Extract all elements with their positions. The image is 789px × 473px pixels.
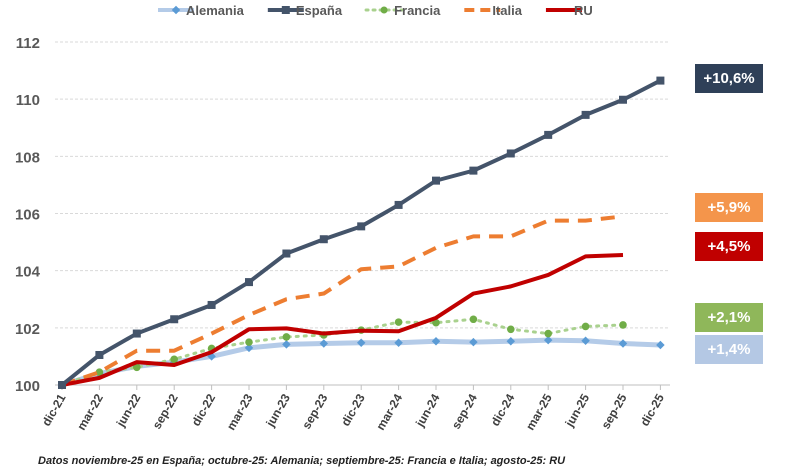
change-badge: +4,5% xyxy=(695,232,763,261)
series-francia xyxy=(58,315,627,389)
data-point xyxy=(357,222,366,231)
data-point xyxy=(469,337,478,347)
footnote: Datos noviembre-25 en España; octubre-25… xyxy=(38,455,566,467)
x-tick-label: dic-24 xyxy=(488,391,518,428)
data-point xyxy=(507,325,515,334)
data-point xyxy=(394,318,403,326)
legend-label: España xyxy=(296,3,343,18)
data-point xyxy=(245,278,253,287)
data-point xyxy=(282,249,291,258)
x-tick-label: jun-23 xyxy=(263,391,293,430)
series-españa xyxy=(58,76,665,389)
data-point xyxy=(133,363,141,372)
legend-label: Italia xyxy=(492,3,522,18)
legend-item: RU xyxy=(545,3,593,18)
x-tick-label: dic-23 xyxy=(338,391,368,428)
x-tick-label: mar-24 xyxy=(373,391,405,432)
y-tick-label: 112 xyxy=(16,35,40,52)
data-point xyxy=(431,337,441,346)
data-point xyxy=(469,315,478,324)
x-tick-label: jun-24 xyxy=(412,391,442,430)
data-point xyxy=(432,318,440,327)
data-point xyxy=(506,149,515,158)
data-point xyxy=(544,329,552,338)
legend-marker xyxy=(281,6,290,14)
data-point xyxy=(581,336,590,345)
change-badge: +10,6% xyxy=(695,64,763,93)
data-point xyxy=(394,338,403,347)
series-italia xyxy=(61,214,624,387)
x-tick-label: mar-22 xyxy=(74,391,106,432)
y-tick-label: 104 xyxy=(15,264,41,281)
x-tick-label: sep-22 xyxy=(150,391,181,431)
data-point xyxy=(282,333,291,341)
legend-label: RU xyxy=(574,3,593,18)
change-badge: +5,9% xyxy=(695,193,763,222)
series-line xyxy=(61,214,624,387)
data-point xyxy=(581,110,590,119)
x-tick-label: sep-24 xyxy=(449,391,480,431)
data-point xyxy=(207,300,216,309)
data-point xyxy=(319,339,329,348)
x-tick-label: sep-25 xyxy=(598,391,629,431)
series-line xyxy=(61,252,624,387)
x-tick-label: sep-23 xyxy=(299,391,330,431)
y-tick-label: 108 xyxy=(15,149,40,166)
data-point xyxy=(319,235,328,244)
y-tick-label: 102 xyxy=(15,321,40,338)
legend-marker xyxy=(171,5,181,15)
legend-item: Alemania xyxy=(158,3,245,18)
data-point xyxy=(95,350,104,359)
data-point xyxy=(245,338,253,346)
data-point xyxy=(132,329,141,338)
series-ru xyxy=(61,252,624,387)
data-point xyxy=(394,200,403,209)
data-point xyxy=(95,368,104,376)
legend-item: Francia xyxy=(364,3,441,18)
change-badge: +1,4% xyxy=(695,335,763,364)
data-point xyxy=(356,338,366,347)
x-tick-label: jun-25 xyxy=(562,391,592,430)
data-point xyxy=(656,340,665,350)
y-tick-label: 106 xyxy=(15,207,40,224)
data-point xyxy=(544,130,553,139)
data-point xyxy=(619,321,627,329)
legend-item: Italia xyxy=(464,3,523,18)
legend-label: Francia xyxy=(394,3,441,18)
data-point xyxy=(432,176,440,185)
data-point xyxy=(170,355,178,364)
x-tick-label: mar-23 xyxy=(224,391,256,432)
data-point xyxy=(656,76,665,85)
legend-marker xyxy=(380,6,388,14)
legend-item: España xyxy=(267,3,343,18)
x-tick-label: dic-21 xyxy=(39,391,69,428)
data-point xyxy=(282,340,291,349)
data-point xyxy=(618,339,628,348)
x-tick-label: dic-25 xyxy=(638,391,668,428)
x-tick-label: mar-25 xyxy=(523,391,555,432)
legend-label: Alemania xyxy=(186,3,245,18)
data-point xyxy=(244,343,254,353)
y-tick-label: 110 xyxy=(16,92,40,109)
x-tick-label: dic-22 xyxy=(189,391,219,428)
data-point xyxy=(543,335,553,345)
data-point xyxy=(170,315,179,324)
change-badge: +2,1% xyxy=(695,303,763,332)
data-point xyxy=(58,381,66,389)
data-point xyxy=(506,337,516,346)
data-point xyxy=(619,95,627,104)
y-tick-label: 100 xyxy=(15,378,40,395)
data-point xyxy=(581,322,590,331)
data-point xyxy=(469,166,478,175)
x-tick-label: jun-22 xyxy=(113,391,143,430)
